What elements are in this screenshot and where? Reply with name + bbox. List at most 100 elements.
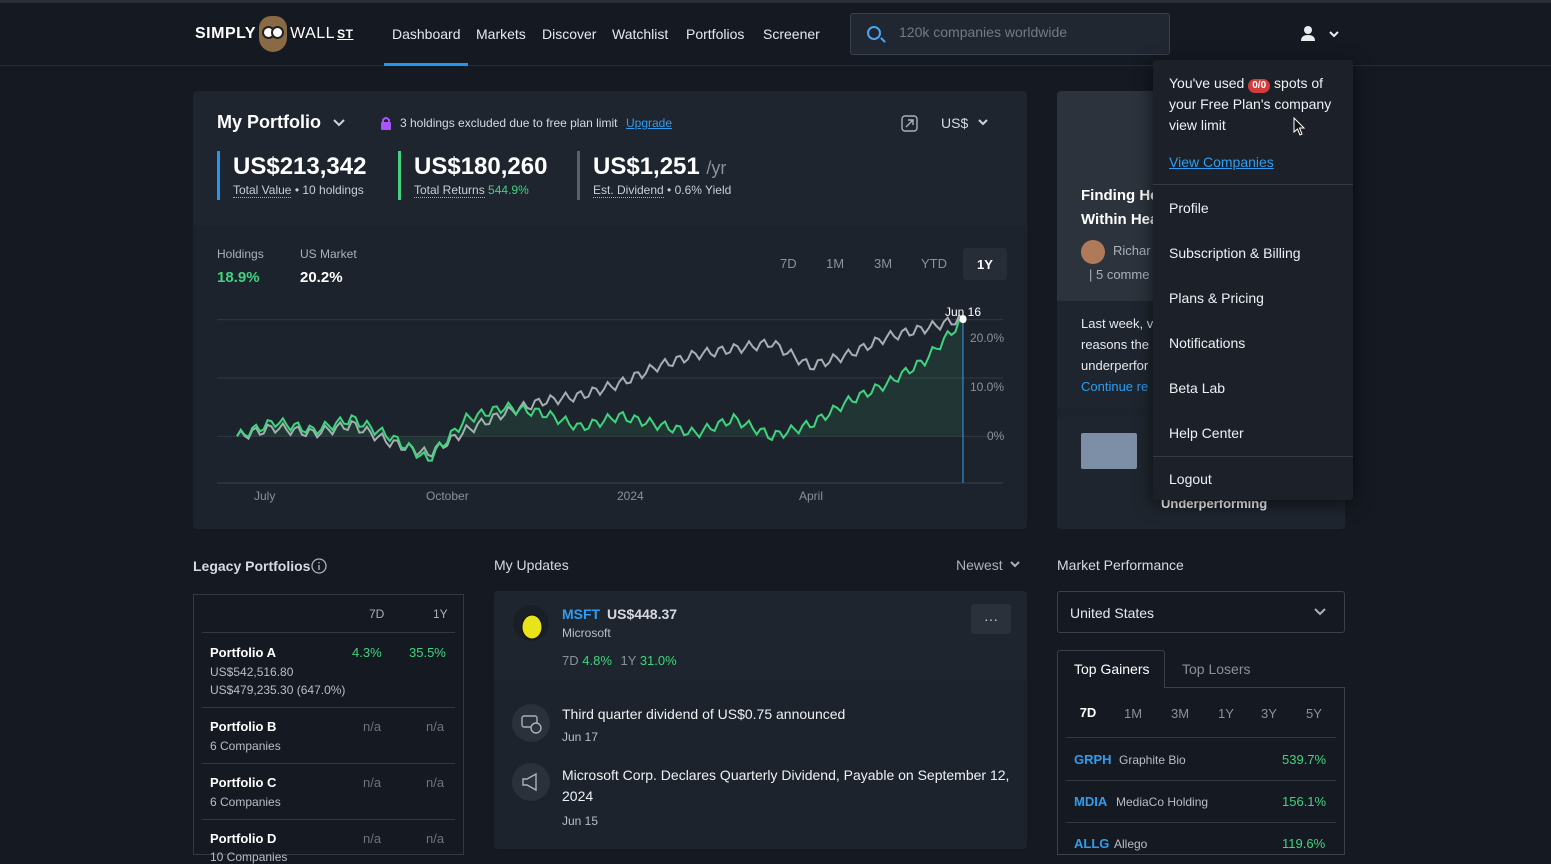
menu-help-center[interactable]: Help Center	[1169, 425, 1244, 441]
info-icon[interactable]	[311, 558, 327, 574]
timeframe-7d[interactable]: 7D	[780, 256, 797, 271]
dividend-label[interactable]: Est. Dividend	[593, 183, 664, 198]
nav-markets[interactable]: Markets	[476, 26, 526, 42]
tab-top-gainers[interactable]: Top Gainers	[1074, 661, 1150, 677]
menu-beta-lab[interactable]: Beta Lab	[1169, 380, 1226, 396]
menu-profile[interactable]: Profile	[1169, 200, 1209, 216]
user-dropdown	[1153, 60, 1353, 500]
gainers-divider	[1066, 822, 1336, 823]
table-divider	[202, 819, 455, 820]
gainers-divider	[1066, 780, 1336, 781]
update-ticker[interactable]: MSFT	[562, 606, 601, 622]
more-options-button[interactable]: ···	[971, 604, 1011, 634]
gainer-3-value: 119.6%	[1282, 836, 1326, 851]
article-title-1: Finding He	[1081, 187, 1159, 204]
event-2-text[interactable]: Microsoft Corp. Declares Quarterly Divid…	[562, 767, 1010, 804]
gainer-3-ticker[interactable]: ALLG	[1074, 836, 1110, 851]
portfolio-c-sub: 6 Companies	[210, 795, 281, 809]
market-title: Market Performance	[1057, 557, 1184, 573]
portfolio-chart[interactable]	[217, 300, 1007, 515]
period-7d[interactable]: 7D	[1067, 698, 1109, 728]
menu-logout[interactable]: Logout	[1169, 471, 1212, 487]
portfolio-c-name[interactable]: Portfolio C	[210, 775, 277, 790]
continue-reading-link[interactable]: Continue re	[1081, 379, 1149, 394]
active-nav-indicator	[384, 63, 468, 66]
share-icon[interactable]	[901, 115, 918, 132]
period-3y[interactable]: 3Y	[1261, 706, 1277, 721]
currency-select[interactable]: US$	[941, 115, 969, 131]
portfolio-a-7d: 4.3%	[352, 645, 382, 660]
event-1-text[interactable]: Third quarter dividend of US$0.75 announ…	[562, 706, 846, 722]
portfolio-a-value: US$542,516.80	[210, 665, 294, 679]
dividend-yield: • 0.6% Yield	[663, 183, 732, 197]
excluded-notice: 3 holdings excluded due to free plan lim…	[400, 116, 618, 130]
gainer-3-name: Allego	[1114, 837, 1148, 851]
nav-dashboard[interactable]: Dashboard	[392, 26, 461, 42]
chevron-down-icon[interactable]	[332, 118, 346, 128]
search-input[interactable]	[899, 24, 1159, 40]
timeframe-3m[interactable]: 3M	[874, 256, 893, 271]
nav-watchlist[interactable]: Watchlist	[612, 26, 669, 42]
portfolio-b-name[interactable]: Portfolio B	[210, 719, 277, 734]
event-1-date: Jun 17	[562, 730, 599, 744]
timeframe-1y[interactable]: 1Y	[963, 248, 1007, 280]
x-tick-october: October	[426, 489, 469, 503]
series-line-us-market	[236, 313, 964, 458]
usage-badge: 0/0	[1248, 79, 1271, 93]
portfolio-c-7d: n/a	[363, 775, 382, 790]
x-tick-2024: 2024	[617, 489, 644, 503]
portfolio-a-name[interactable]: Portfolio A	[210, 645, 276, 660]
x-tick-july: July	[254, 489, 276, 503]
second-article-image	[1081, 433, 1137, 469]
period-1m[interactable]: 1M	[1124, 706, 1143, 721]
logo-text-st: ST	[337, 27, 354, 41]
article-title-2: Within Hea	[1081, 211, 1159, 228]
y-tick-10: 10.0%	[970, 380, 1005, 394]
portfolio-d-name[interactable]: Portfolio D	[210, 831, 277, 846]
total-returns-label[interactable]: Total Returns	[414, 183, 485, 198]
country-select[interactable]	[1057, 591, 1345, 633]
portfolio-d-7d: n/a	[363, 831, 382, 846]
portfolio-title[interactable]: My Portfolio	[217, 112, 321, 132]
currency-chevron-icon	[978, 119, 988, 126]
total-returns: US$180,260	[414, 153, 548, 180]
nav-screener[interactable]: Screener	[763, 26, 820, 42]
dropdown-divider	[1153, 184, 1353, 185]
total-value-label[interactable]: Total Value	[233, 183, 292, 198]
dividend-icon	[512, 704, 550, 742]
gainer-2-ticker[interactable]: MDIA	[1074, 794, 1108, 809]
gainers-divider	[1066, 737, 1336, 738]
sort-chevron-icon	[1010, 561, 1020, 568]
nav-portfolios[interactable]: Portfolios	[686, 26, 745, 42]
menu-plans-pricing[interactable]: Plans & Pricing	[1169, 290, 1264, 306]
country-value: United States	[1070, 605, 1155, 621]
holdings-return: 18.9%	[217, 269, 260, 286]
upgrade-link[interactable]: Upgrade	[626, 116, 673, 130]
logo[interactable]: SIMPLY WALL ST	[195, 14, 353, 54]
update-1y: 31.0%	[639, 653, 677, 668]
timeframe-ytd[interactable]: YTD	[921, 256, 947, 271]
view-companies-link[interactable]: View Companies	[1169, 154, 1274, 170]
company-logo-icon	[513, 605, 549, 641]
menu-notifications[interactable]: Notifications	[1169, 335, 1246, 351]
user-menu-button[interactable]	[1296, 22, 1344, 46]
gainer-1-ticker[interactable]: GRPH	[1074, 752, 1112, 767]
dividend-value: US$1,251	[593, 153, 700, 180]
search-box[interactable]	[850, 13, 1170, 55]
portfolio-b-7d: n/a	[363, 719, 382, 734]
article-text-2: reasons the	[1081, 337, 1149, 352]
tab-top-losers[interactable]: Top Losers	[1182, 661, 1251, 677]
megaphone-icon	[512, 763, 550, 801]
portfolio-b-1y: n/a	[426, 719, 445, 734]
menu-subscription-billing[interactable]: Subscription & Billing	[1169, 245, 1301, 261]
period-1y[interactable]: 1Y	[1218, 706, 1234, 721]
period-5y[interactable]: 5Y	[1306, 706, 1322, 721]
dividend-unit: /yr	[706, 158, 727, 178]
table-divider	[202, 707, 455, 708]
period-3m[interactable]: 3M	[1171, 706, 1190, 721]
event-2-date: Jun 15	[562, 814, 599, 828]
nav-discover[interactable]: Discover	[542, 26, 597, 42]
sort-select[interactable]: Newest	[956, 557, 1003, 573]
portfolio-b-sub: 6 Companies	[210, 739, 281, 753]
timeframe-1m[interactable]: 1M	[826, 256, 845, 271]
